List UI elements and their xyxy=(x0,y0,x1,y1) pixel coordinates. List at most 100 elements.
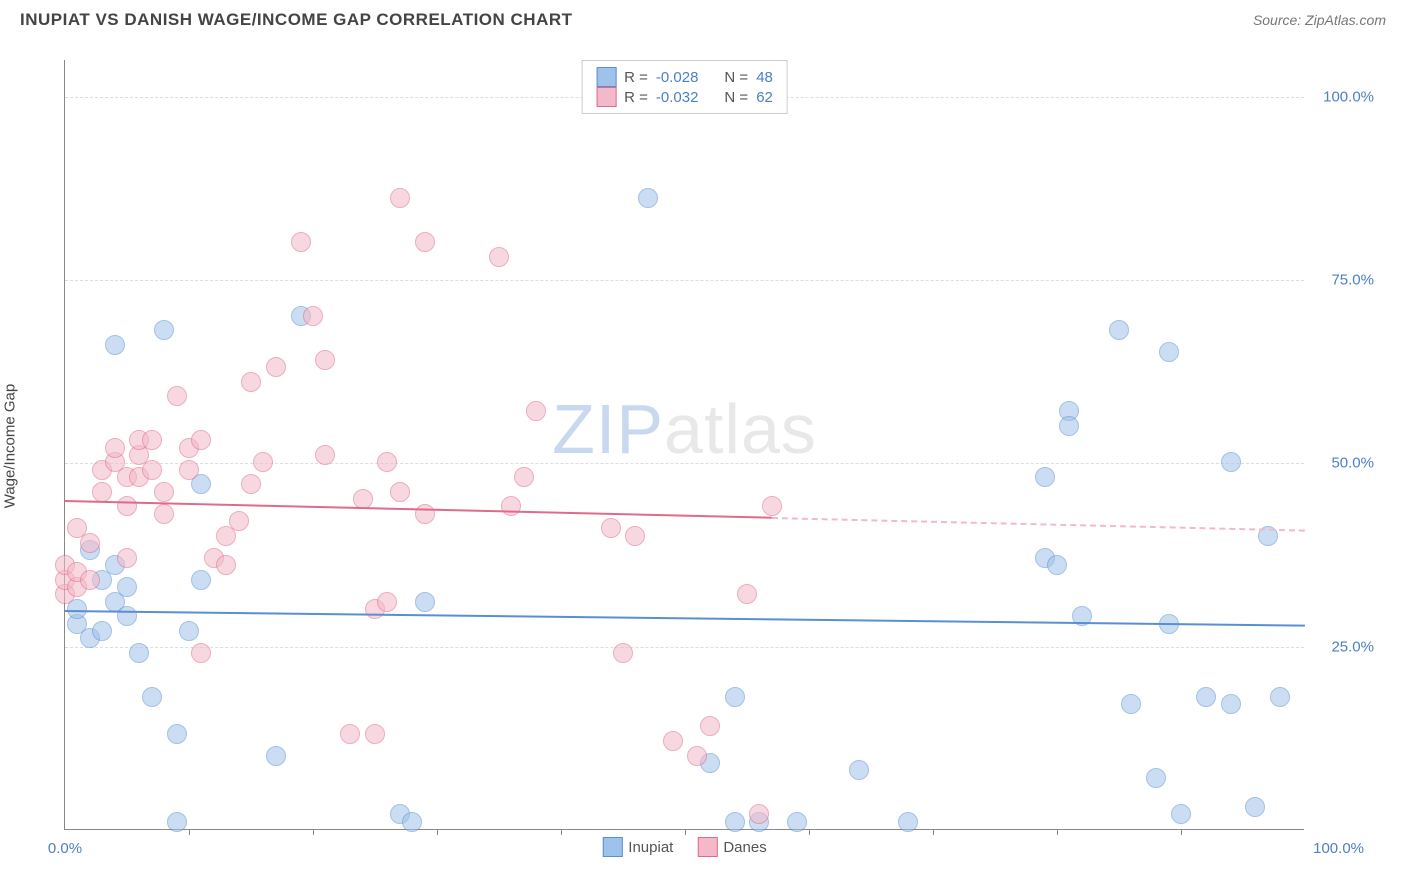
scatter-point xyxy=(266,746,286,766)
scatter-point xyxy=(167,386,187,406)
scatter-point xyxy=(315,445,335,465)
scatter-point xyxy=(1059,416,1079,436)
x-tick-mark xyxy=(1181,829,1182,835)
scatter-point xyxy=(1047,555,1067,575)
legend-stats-row: R =-0.032N =62 xyxy=(596,87,773,107)
scatter-point xyxy=(1221,694,1241,714)
scatter-point xyxy=(1146,768,1166,788)
scatter-point xyxy=(229,511,249,531)
legend-swatch xyxy=(596,87,616,107)
scatter-point xyxy=(1221,452,1241,472)
gridline xyxy=(65,463,1304,464)
scatter-point xyxy=(142,430,162,450)
scatter-point xyxy=(117,496,137,516)
scatter-point xyxy=(154,320,174,340)
legend-series: Inupiat Danes xyxy=(602,837,766,857)
plot-area: ZIPatlas 25.0%50.0%75.0%100.0%0.0%100.0%… xyxy=(64,60,1304,830)
gridline xyxy=(65,647,1304,648)
scatter-point xyxy=(700,716,720,736)
scatter-point xyxy=(105,438,125,458)
scatter-point xyxy=(663,731,683,751)
x-tick-mark xyxy=(809,829,810,835)
x-tick-label-left: 0.0% xyxy=(48,840,82,857)
scatter-point xyxy=(1171,804,1191,824)
legend-n-label: N = xyxy=(724,89,748,106)
scatter-point xyxy=(191,570,211,590)
legend-stats-row: R =-0.028N =48 xyxy=(596,67,773,87)
scatter-point xyxy=(216,555,236,575)
scatter-point xyxy=(142,460,162,480)
scatter-point xyxy=(80,533,100,553)
scatter-point xyxy=(191,643,211,663)
legend-swatch xyxy=(697,837,717,857)
scatter-point xyxy=(80,570,100,590)
scatter-point xyxy=(390,188,410,208)
scatter-point xyxy=(1196,687,1216,707)
trend-line xyxy=(65,610,1305,627)
scatter-point xyxy=(303,306,323,326)
scatter-point xyxy=(625,526,645,546)
legend-r-label: R = xyxy=(624,69,648,86)
legend-series-item: Danes xyxy=(697,837,766,857)
scatter-point xyxy=(1121,694,1141,714)
trend-line-dashed xyxy=(772,517,1305,532)
watermark: ZIPatlas xyxy=(552,389,817,469)
y-tick-label: 75.0% xyxy=(1314,272,1374,289)
x-tick-mark xyxy=(189,829,190,835)
legend-series-label: Danes xyxy=(723,839,766,856)
scatter-point xyxy=(154,482,174,502)
y-tick-label: 50.0% xyxy=(1314,455,1374,472)
scatter-point xyxy=(526,401,546,421)
scatter-point xyxy=(514,467,534,487)
scatter-point xyxy=(687,746,707,766)
x-tick-label-right: 100.0% xyxy=(1313,840,1364,857)
scatter-point xyxy=(266,357,286,377)
scatter-point xyxy=(725,687,745,707)
scatter-point xyxy=(898,812,918,832)
scatter-point xyxy=(415,592,435,612)
scatter-point xyxy=(1270,687,1290,707)
scatter-point xyxy=(415,504,435,524)
legend-swatch xyxy=(596,67,616,87)
scatter-point xyxy=(501,496,521,516)
scatter-point xyxy=(638,188,658,208)
scatter-point xyxy=(1035,467,1055,487)
legend-series-label: Inupiat xyxy=(628,839,673,856)
scatter-point xyxy=(402,812,422,832)
scatter-point xyxy=(92,621,112,641)
scatter-point xyxy=(613,643,633,663)
scatter-point xyxy=(241,372,261,392)
y-axis-label: Wage/Income Gap xyxy=(2,384,19,509)
scatter-point xyxy=(253,452,273,472)
scatter-point xyxy=(191,430,211,450)
y-tick-label: 100.0% xyxy=(1314,88,1374,105)
legend-r-value: -0.028 xyxy=(656,69,699,86)
legend-n-value: 62 xyxy=(756,89,773,106)
scatter-point xyxy=(377,592,397,612)
scatter-point xyxy=(129,643,149,663)
scatter-point xyxy=(315,350,335,370)
legend-stats: R =-0.028N =48R =-0.032N =62 xyxy=(581,60,788,114)
x-tick-mark xyxy=(313,829,314,835)
x-tick-mark xyxy=(561,829,562,835)
legend-swatch xyxy=(602,837,622,857)
x-tick-mark xyxy=(437,829,438,835)
x-tick-mark xyxy=(1057,829,1058,835)
scatter-point xyxy=(117,606,137,626)
scatter-point xyxy=(291,232,311,252)
scatter-point xyxy=(154,504,174,524)
scatter-point xyxy=(105,335,125,355)
chart-title: INUPIAT VS DANISH WAGE/INCOME GAP CORREL… xyxy=(20,10,573,30)
legend-r-value: -0.032 xyxy=(656,89,699,106)
scatter-point xyxy=(1109,320,1129,340)
scatter-point xyxy=(762,496,782,516)
scatter-point xyxy=(365,724,385,744)
scatter-point xyxy=(241,474,261,494)
scatter-point xyxy=(117,548,137,568)
scatter-point xyxy=(92,482,112,502)
source-credit: Source: ZipAtlas.com xyxy=(1253,12,1386,28)
scatter-point xyxy=(1245,797,1265,817)
gridline xyxy=(65,280,1304,281)
scatter-point xyxy=(340,724,360,744)
scatter-point xyxy=(167,812,187,832)
